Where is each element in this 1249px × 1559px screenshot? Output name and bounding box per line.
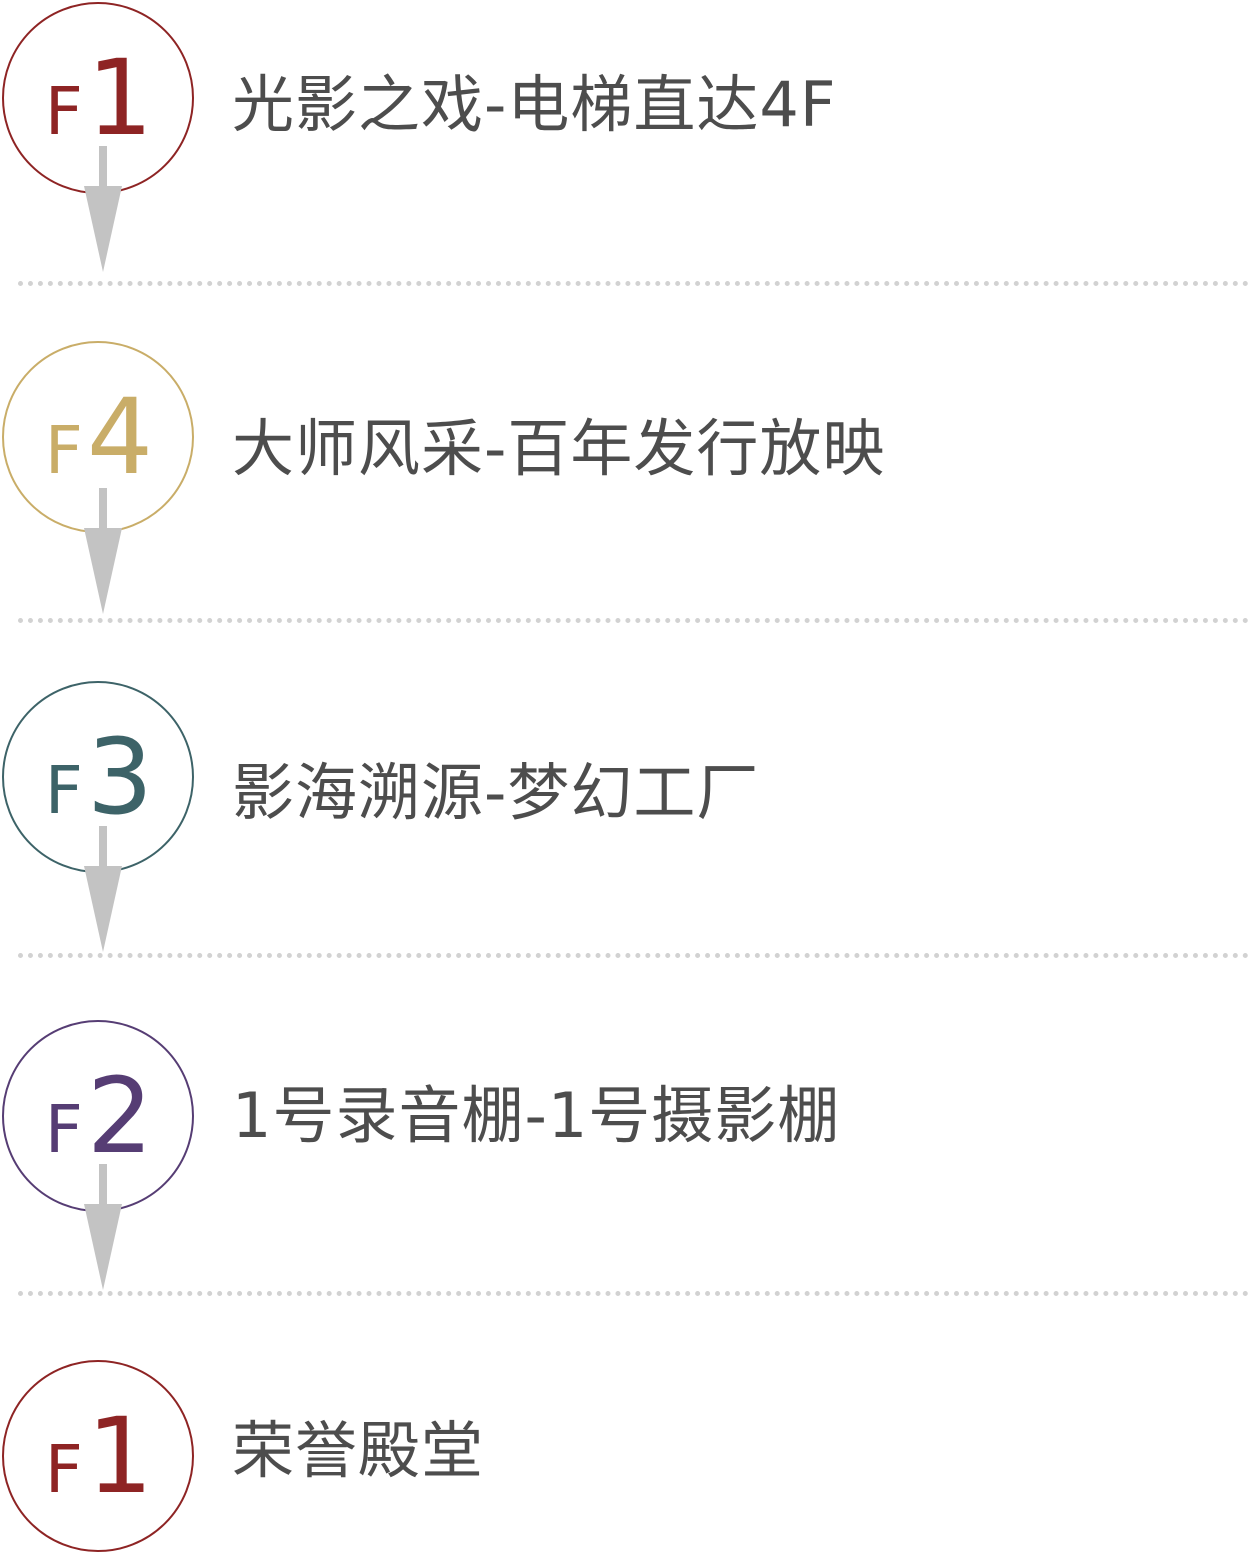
floor-letter: F <box>44 1431 83 1508</box>
floor-letter: F <box>44 412 83 489</box>
floor-number: 1 <box>86 1395 153 1517</box>
down-arrow-icon <box>84 488 122 614</box>
divider <box>18 1291 1249 1296</box>
divider <box>18 281 1249 286</box>
floor-number: 3 <box>86 716 153 838</box>
step-label: 荣誉殿堂 <box>232 1414 485 1487</box>
step-label: 影海溯源-梦幻工厂 <box>232 756 760 829</box>
down-arrow-icon <box>84 146 122 272</box>
down-arrow-icon <box>84 826 122 952</box>
floor-number: 4 <box>86 376 153 498</box>
floor-badge: F 4 <box>2 341 194 533</box>
floor-badge: F 2 <box>2 1020 194 1212</box>
floor-letter: F <box>44 752 83 829</box>
floor-badge: F 3 <box>2 681 194 873</box>
floor-letter: F <box>44 1091 83 1168</box>
step-label: 1号录音棚-1号摄影棚 <box>232 1079 841 1152</box>
down-arrow-icon <box>84 1164 122 1290</box>
floor-number: 2 <box>86 1055 153 1177</box>
floor-number: 1 <box>86 37 153 159</box>
divider <box>18 953 1249 958</box>
divider <box>18 618 1249 623</box>
step-label: 大师风采-百年发行放映 <box>232 412 886 485</box>
floor-badge: F 1 <box>2 2 194 194</box>
floor-letter: F <box>44 73 83 150</box>
step-label: 光影之戏-电梯直达4F <box>232 68 837 141</box>
floor-badge: F 1 <box>2 1360 194 1552</box>
